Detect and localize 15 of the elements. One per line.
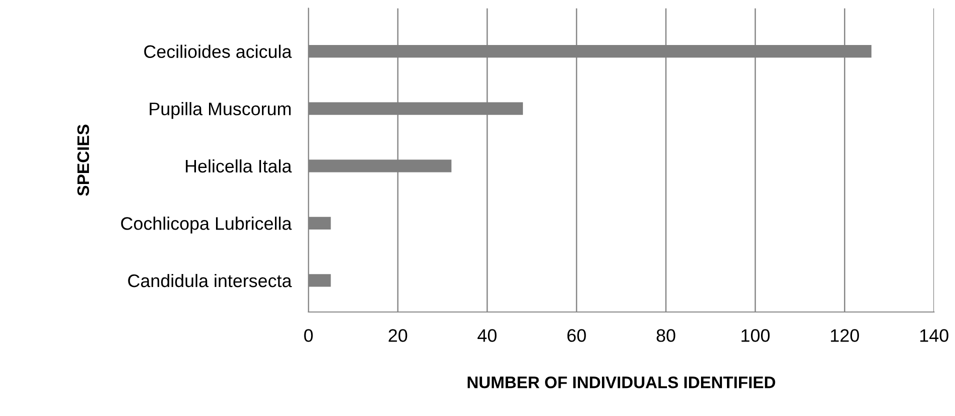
y-tick-label: Candidula intersecta bbox=[128, 274, 292, 288]
x-tick-label: 120 bbox=[830, 329, 859, 342]
y-tick-label: Cecilioides acicula bbox=[144, 44, 292, 58]
x-tick-label: 0 bbox=[304, 329, 313, 342]
y-tick-label: Helicella Itala bbox=[186, 159, 292, 173]
x-tick-label: 20 bbox=[388, 329, 408, 342]
y-tick-label: Pupilla Muscorum bbox=[150, 102, 291, 119]
y-tick-label: Cochlicopa Lubricella bbox=[121, 216, 292, 234]
x-tick-label: 80 bbox=[656, 329, 676, 342]
x-tick-label: 40 bbox=[478, 329, 497, 342]
x-tick-label: 60 bbox=[567, 329, 586, 342]
x-axis-title: NUMBER OF INDIVIDUALS IDENTIFIED bbox=[468, 376, 776, 388]
y-axis-title: SPECIES bbox=[77, 124, 90, 196]
x-tick-label: 140 bbox=[920, 329, 948, 342]
x-tick-label: 100 bbox=[742, 329, 770, 342]
